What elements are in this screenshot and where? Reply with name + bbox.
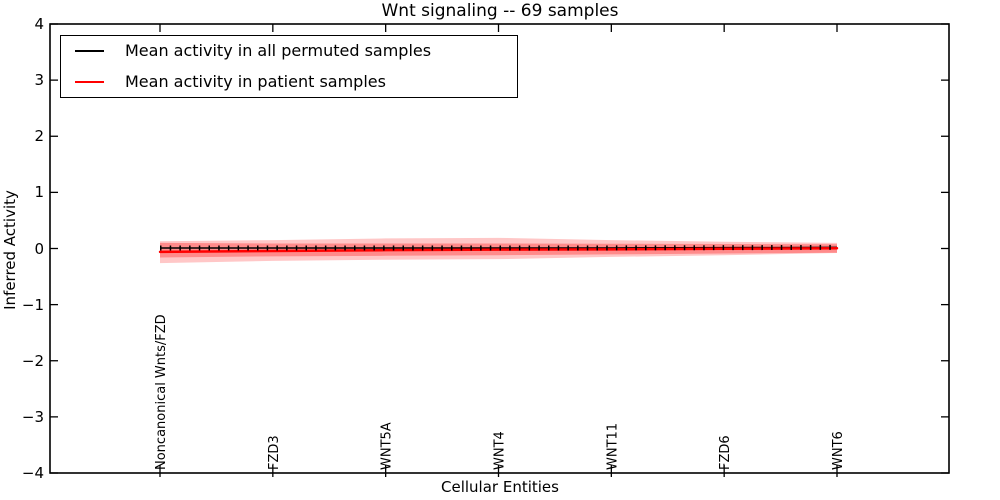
- y-tick-label: 0: [34, 239, 44, 258]
- y-tick-label: −2: [21, 351, 44, 370]
- x-category-label: FZD6: [718, 435, 733, 470]
- x-category-label: WNT5A: [380, 422, 395, 470]
- y-axis-label-wrap: Inferred Activity: [1, 0, 19, 500]
- y-tick-label: 1: [34, 183, 44, 202]
- legend-red-line-swatch: [75, 80, 104, 83]
- y-tick-label: −3: [21, 407, 44, 426]
- y-tick-label: 4: [34, 15, 44, 33]
- y-tick-label: −4: [21, 464, 44, 482]
- y-tick-label: −1: [21, 295, 44, 314]
- y-tick-label: 3: [34, 71, 44, 90]
- patient-mean-line: [158, 246, 839, 254]
- chart-title: Wnt signaling -- 69 samples: [381, 1, 619, 21]
- legend-label-permuted: Mean activity in all permuted samples: [125, 41, 432, 61]
- x-category-labels: Noncanonical Wnts/FZD FZD3 WNT5A WNT4 WNT11 F…: [154, 314, 846, 470]
- x-category-label: WNT4: [493, 431, 508, 470]
- x-axis-label: Cellular Entities: [441, 478, 559, 496]
- axis-ticks: [50, 23, 949, 477]
- x-category-label: WNT6: [831, 431, 846, 470]
- x-category-label: Noncanonical Wnts/FZD: [154, 314, 169, 470]
- legend-black-line-swatch: [75, 50, 104, 53]
- legend-label-patient: Mean activity in patient samples: [125, 71, 386, 91]
- legend-item-patient: Mean activity in patient samples: [61, 67, 517, 98]
- y-axis-tick-labels: 4 3 2 1 0 −1 −2 −3 −4: [0, 0, 46, 500]
- x-category-label: FZD3: [267, 435, 282, 470]
- x-category-label: WNT11: [605, 423, 620, 470]
- legend: Mean activity in all permuted samples Me…: [60, 35, 518, 98]
- y-axis-label: Inferred Activity: [1, 190, 20, 310]
- y-tick-label: 2: [34, 127, 44, 146]
- legend-item-permuted: Mean activity in all permuted samples: [61, 36, 517, 67]
